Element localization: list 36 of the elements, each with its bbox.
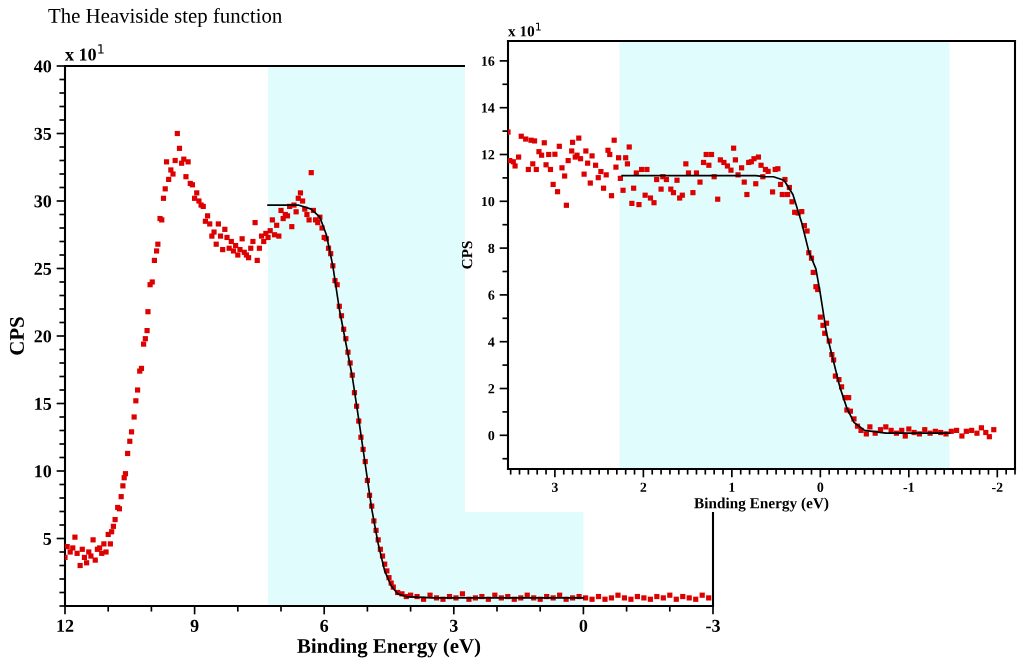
chart-title: The Heaviside step function <box>48 8 282 28</box>
y-tick-label: 2 <box>488 384 495 394</box>
y-tick-label: 16 <box>482 56 495 66</box>
y-tick-label: 35 <box>34 127 52 140</box>
x-tick-label: -3 <box>706 619 720 632</box>
text: x 10$^{1}$ <box>65 44 104 61</box>
x-tick-label: -2 <box>992 482 1003 492</box>
x-tick-label: 3 <box>449 619 458 632</box>
y-tick-label: 4 <box>488 337 495 347</box>
x-axis-title: Binding Energy (eV) <box>297 638 481 658</box>
y-tick-label: 12 <box>482 150 495 160</box>
x-tick-label: 9 <box>190 619 199 632</box>
y-tick-label: 30 <box>34 195 52 208</box>
x-tick-label: 0 <box>579 619 588 632</box>
x-tick-label: -1 <box>903 482 914 492</box>
x-tick-label: 6 <box>320 619 329 632</box>
y-tick-label: 10 <box>35 465 52 478</box>
x-tick-label: 0 <box>817 482 824 492</box>
y-tick-label: 5 <box>43 532 52 545</box>
text: x 10$^{1}$ <box>508 22 541 37</box>
y-tick-label: 6 <box>488 290 495 300</box>
y-tick-label: 14 <box>482 103 495 113</box>
y-tick-label: 15 <box>35 397 52 410</box>
x-axis-title: Binding Energy (eV) <box>694 497 829 512</box>
y-tick-label: 20 <box>34 330 52 343</box>
x-tick-label: 1 <box>729 482 735 492</box>
y-axis-title: CPS <box>9 317 24 355</box>
y-tick-label: 8 <box>488 243 495 254</box>
x-tick-label: 2 <box>640 482 647 492</box>
x-tick-label: 3 <box>551 482 558 492</box>
y-tick-label: 0 <box>488 430 495 441</box>
y-tick-label: 10 <box>482 196 495 207</box>
y-tick-label: 25 <box>34 262 52 275</box>
y-tick-label: 40 <box>34 60 52 73</box>
y-axis-title: CPS <box>461 241 473 269</box>
x-tick-label: 12 <box>57 619 74 632</box>
